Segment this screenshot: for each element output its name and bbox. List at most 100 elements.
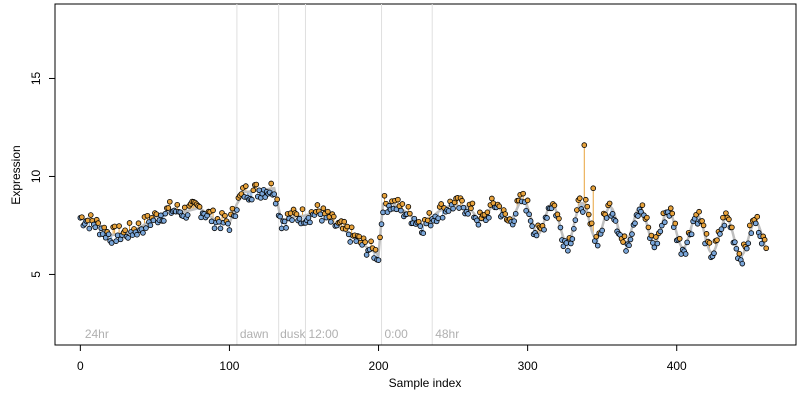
data-point bbox=[703, 231, 710, 237]
data-point bbox=[563, 240, 570, 246]
data-point bbox=[229, 205, 236, 212]
data-point bbox=[551, 202, 558, 209]
data-point bbox=[348, 224, 355, 231]
data-point bbox=[603, 215, 610, 221]
data-point bbox=[216, 218, 222, 225]
data-point bbox=[486, 214, 492, 221]
data-point bbox=[661, 219, 668, 226]
data-point bbox=[590, 185, 597, 192]
data-point bbox=[435, 215, 441, 222]
data-point bbox=[377, 234, 383, 241]
data-point bbox=[407, 210, 413, 217]
data-point bbox=[577, 195, 583, 201]
data-point bbox=[648, 232, 655, 239]
data-point bbox=[609, 211, 616, 217]
data-point bbox=[126, 220, 133, 226]
data-point bbox=[426, 210, 433, 216]
data-point bbox=[593, 233, 600, 240]
data-point bbox=[427, 222, 434, 229]
data-point bbox=[122, 227, 128, 234]
data-point bbox=[557, 224, 564, 231]
data-point bbox=[541, 226, 547, 233]
data-point bbox=[638, 208, 644, 215]
data-point bbox=[684, 239, 690, 246]
data-point bbox=[763, 245, 769, 252]
data-point bbox=[669, 210, 676, 217]
phase-label: dusk bbox=[280, 327, 306, 341]
data-point bbox=[594, 242, 601, 249]
data-point bbox=[729, 224, 735, 231]
data-point bbox=[140, 230, 146, 236]
data-point bbox=[381, 192, 388, 199]
phase-label: 0:00 bbox=[384, 327, 408, 341]
x-tick-label: 400 bbox=[667, 359, 687, 373]
data-point bbox=[527, 218, 534, 224]
data-point bbox=[627, 236, 634, 243]
data-point bbox=[696, 208, 702, 215]
data-point bbox=[588, 220, 595, 227]
data-points bbox=[77, 142, 769, 267]
data-point bbox=[512, 210, 519, 217]
data-point bbox=[632, 220, 638, 227]
data-point bbox=[307, 219, 313, 226]
data-point bbox=[317, 211, 324, 218]
y-axis-title: Expression bbox=[9, 145, 23, 204]
x-axis: 0 100 200 300 400 bbox=[77, 344, 687, 373]
data-point bbox=[459, 197, 465, 204]
data-point bbox=[217, 225, 224, 232]
data-point bbox=[283, 225, 289, 231]
data-point bbox=[579, 209, 586, 215]
data-point bbox=[184, 212, 191, 218]
data-point bbox=[331, 213, 337, 220]
data-point bbox=[706, 240, 713, 246]
data-point bbox=[672, 220, 679, 227]
data-point bbox=[659, 222, 665, 229]
data-point bbox=[147, 222, 154, 229]
data-point bbox=[748, 230, 755, 236]
data-point bbox=[411, 215, 418, 222]
data-point bbox=[745, 240, 752, 247]
data-point bbox=[465, 211, 471, 217]
data-point bbox=[456, 205, 462, 211]
data-point bbox=[116, 223, 122, 229]
data-point bbox=[134, 231, 140, 238]
x-tick-label: 300 bbox=[518, 359, 538, 373]
data-point bbox=[688, 231, 695, 238]
y-tick-label: 10 bbox=[29, 169, 43, 183]
data-point bbox=[165, 205, 172, 211]
data-point bbox=[651, 244, 658, 251]
data-point bbox=[87, 212, 94, 218]
data-point bbox=[167, 198, 173, 205]
data-point bbox=[293, 211, 300, 217]
data-point bbox=[86, 225, 93, 232]
data-point bbox=[395, 196, 401, 203]
data-point bbox=[347, 239, 354, 245]
data-point bbox=[161, 218, 167, 224]
data-point bbox=[726, 216, 732, 223]
data-point bbox=[380, 209, 386, 216]
data-point bbox=[144, 212, 151, 219]
data-point bbox=[736, 250, 743, 257]
data-point bbox=[520, 190, 526, 197]
data-point bbox=[621, 233, 628, 240]
phase-label: 24hr bbox=[85, 327, 109, 341]
data-point bbox=[398, 207, 404, 214]
data-point bbox=[278, 225, 285, 232]
data-point bbox=[226, 227, 233, 233]
data-point bbox=[654, 240, 661, 247]
data-point bbox=[758, 240, 765, 247]
data-point bbox=[341, 218, 348, 225]
data-point bbox=[162, 210, 169, 217]
x-tick-label: 100 bbox=[219, 359, 239, 373]
data-point bbox=[533, 232, 540, 239]
data-point bbox=[469, 200, 476, 207]
data-point bbox=[524, 197, 531, 204]
data-point bbox=[526, 211, 532, 218]
data-point bbox=[582, 196, 589, 203]
data-point bbox=[746, 222, 753, 229]
data-point bbox=[102, 234, 109, 241]
data-point bbox=[92, 224, 99, 231]
y-tick-label: 15 bbox=[29, 71, 43, 85]
data-point bbox=[417, 223, 424, 229]
data-point bbox=[653, 234, 659, 240]
